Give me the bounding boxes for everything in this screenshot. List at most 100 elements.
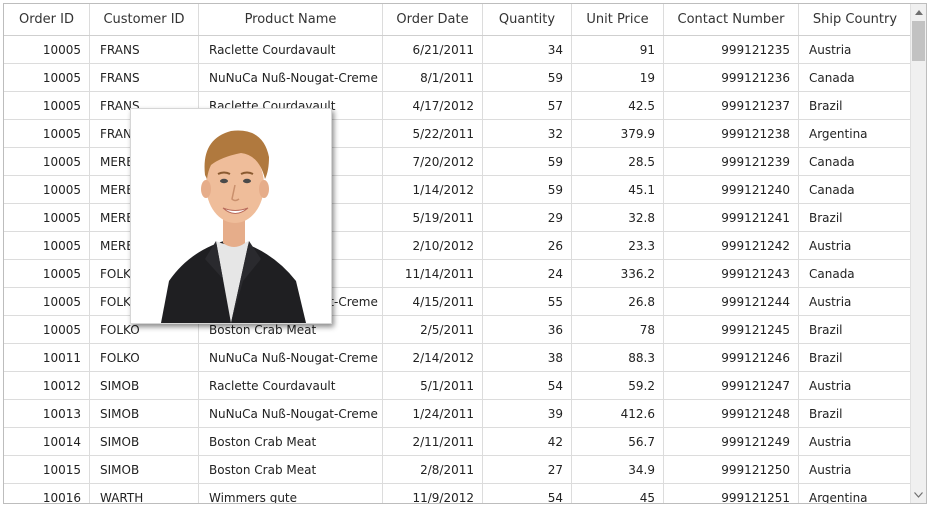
cell-order-id[interactable]: 10005 [4, 232, 90, 259]
cell-ship-country[interactable]: Brazil [809, 406, 843, 421]
table-row[interactable]: 10011 FOLKO NuNuCa Nuß-Nougat-Creme 2/14/20… [4, 344, 911, 372]
cell-contact-number[interactable]: 999121247 [664, 372, 799, 399]
cell-customer-id[interactable]: FOLKO [90, 316, 199, 343]
cell-order-date[interactable]: 5/19/2011 [383, 204, 483, 231]
cell-quantity[interactable]: 59 [483, 148, 572, 175]
column-header-order-id[interactable]: Order ID [4, 4, 90, 35]
cell-quantity[interactable]: 38 [483, 344, 572, 371]
cell-product-name[interactable]: Boston Crab Meat [199, 428, 383, 455]
cell-quantity[interactable]: 39 [483, 400, 572, 427]
table-row[interactable]: 10005 FOLKO 11/14/2011 24 336.2 999121243 Cana… [4, 260, 911, 288]
cell-contact-number[interactable]: 999121236 [664, 64, 799, 91]
cell-product-name[interactable]: Raclette Courdavault [199, 36, 383, 63]
cell-ship-country[interactable]: Argentina [809, 126, 868, 141]
cell-contact-number[interactable]: 999121241 [664, 204, 799, 231]
table-row[interactable]: 10005 FRANS NuNuCa Nuß-Nougat-Creme 8/1/201… [4, 64, 911, 92]
cell-product-name[interactable] [199, 148, 383, 175]
cell-contact-number[interactable]: 999121244 [664, 288, 799, 315]
cell-customer-id[interactable]: FRANS [90, 64, 199, 91]
cell-order-id[interactable]: 10012 [4, 372, 90, 399]
cell-ship-country[interactable]: Austria [809, 294, 852, 309]
cell-order-date[interactable]: 2/11/2011 [383, 428, 483, 455]
cell-unit-price[interactable]: 379.9 [572, 120, 664, 147]
cell-quantity[interactable]: 29 [483, 204, 572, 231]
cell-order-date[interactable]: 5/1/2011 [383, 372, 483, 399]
column-header-ship-country[interactable]: Ship Country [812, 12, 898, 27]
cell-contact-number[interactable]: 999121251 [664, 484, 799, 503]
cell-unit-price[interactable]: 23.3 [572, 232, 664, 259]
cell-ship-country[interactable]: Austria [809, 434, 852, 449]
cell-order-id[interactable]: 10005 [4, 316, 90, 343]
cell-unit-price[interactable]: 32.8 [572, 204, 664, 231]
cell-product-name[interactable] [199, 120, 383, 147]
cell-customer-id[interactable]: FRANS [90, 92, 199, 119]
cell-contact-number[interactable]: 999121237 [664, 92, 799, 119]
cell-product-name[interactable]: NuNuCa Nuß-Nougat-Creme [199, 400, 383, 427]
cell-order-date[interactable]: 5/22/2011 [383, 120, 483, 147]
cell-ship-country[interactable]: Austria [809, 42, 852, 57]
cell-order-id[interactable]: 10005 [4, 92, 90, 119]
cell-contact-number[interactable]: 999121246 [664, 344, 799, 371]
cell-customer-id[interactable]: SIMOB [90, 456, 199, 483]
cell-quantity[interactable]: 26 [483, 232, 572, 259]
column-header-customer-id[interactable]: Customer ID [90, 4, 199, 35]
cell-ship-country[interactable]: Austria [809, 462, 852, 477]
cell-contact-number[interactable]: 999121245 [664, 316, 799, 343]
column-header-product-name[interactable]: Product Name [199, 4, 383, 35]
cell-order-date[interactable]: 7/20/2012 [383, 148, 483, 175]
cell-quantity[interactable]: 24 [483, 260, 572, 287]
cell-unit-price[interactable]: 56.7 [572, 428, 664, 455]
cell-order-date[interactable]: 1/24/2011 [383, 400, 483, 427]
cell-order-id[interactable]: 10016 [4, 484, 90, 503]
cell-contact-number[interactable]: 999121248 [664, 400, 799, 427]
cell-customer-id[interactable]: SIMOB [90, 428, 199, 455]
cell-customer-id[interactable]: FRANS [90, 36, 199, 63]
cell-quantity[interactable]: 42 [483, 428, 572, 455]
cell-order-date[interactable]: 11/14/2011 [383, 260, 483, 287]
cell-order-id[interactable]: 10005 [4, 64, 90, 91]
cell-product-name[interactable]: NuNuCa Nuß-Nougat-Creme [199, 64, 383, 91]
cell-contact-number[interactable]: 999121242 [664, 232, 799, 259]
cell-ship-country[interactable]: Canada [809, 70, 855, 85]
table-row[interactable]: 10005 FRANS Raclette Courdavault 6/21/2011 3… [4, 36, 911, 64]
table-row[interactable]: 10005 MEREP 7/20/2012 59 28.5 999121239 Canada [4, 148, 911, 176]
cell-ship-country[interactable]: Canada [809, 266, 855, 281]
cell-ship-country[interactable]: Austria [809, 378, 852, 393]
cell-quantity[interactable]: 57 [483, 92, 572, 119]
cell-quantity[interactable]: 34 [483, 36, 572, 63]
table-row[interactable]: 10005 MEREP 5/19/2011 29 32.8 999121241 Brazil [4, 204, 911, 232]
cell-order-id[interactable]: 10005 [4, 148, 90, 175]
cell-quantity[interactable]: 54 [483, 484, 572, 503]
cell-contact-number[interactable]: 999121250 [664, 456, 799, 483]
cell-ship-country[interactable]: Brazil [809, 98, 843, 113]
cell-order-id[interactable]: 10005 [4, 120, 90, 147]
cell-order-date[interactable]: 2/5/2011 [383, 316, 483, 343]
column-header-quantity[interactable]: Quantity [483, 4, 572, 35]
cell-unit-price[interactable]: 91 [572, 36, 664, 63]
cell-quantity[interactable]: 59 [483, 64, 572, 91]
cell-contact-number[interactable]: 999121238 [664, 120, 799, 147]
cell-quantity[interactable]: 27 [483, 456, 572, 483]
cell-order-id[interactable]: 10013 [4, 400, 90, 427]
table-row[interactable]: 10014 SIMOB Boston Crab Meat 2/11/2011 42 56.… [4, 428, 911, 456]
table-row[interactable]: 10015 SIMOB Boston Crab Meat 2/8/2011 27 34.9… [4, 456, 911, 484]
cell-quantity[interactable]: 54 [483, 372, 572, 399]
chevron-down-icon[interactable] [911, 487, 926, 503]
chevron-up-icon[interactable] [911, 4, 926, 20]
cell-quantity[interactable]: 36 [483, 316, 572, 343]
table-row[interactable]: 10012 SIMOB Raclette Courdavault 5/1/2011 54… [4, 372, 911, 400]
cell-order-date[interactable]: 8/1/2011 [383, 64, 483, 91]
cell-order-id[interactable]: 10011 [4, 344, 90, 371]
column-header-contact-number[interactable]: Contact Number [664, 4, 799, 35]
cell-product-name[interactable]: Wimmers gute [199, 484, 383, 503]
column-header-order-date[interactable]: Order Date [383, 4, 483, 35]
cell-contact-number[interactable]: 999121239 [664, 148, 799, 175]
cell-customer-id[interactable]: SIMOB [90, 372, 199, 399]
cell-ship-country[interactable]: Canada [809, 154, 855, 169]
cell-unit-price[interactable]: 336.2 [572, 260, 664, 287]
cell-product-name[interactable] [199, 176, 383, 203]
cell-product-name[interactable] [199, 204, 383, 231]
cell-unit-price[interactable]: 26.8 [572, 288, 664, 315]
cell-contact-number[interactable]: 999121243 [664, 260, 799, 287]
cell-customer-id[interactable]: FOLKO [90, 344, 199, 371]
